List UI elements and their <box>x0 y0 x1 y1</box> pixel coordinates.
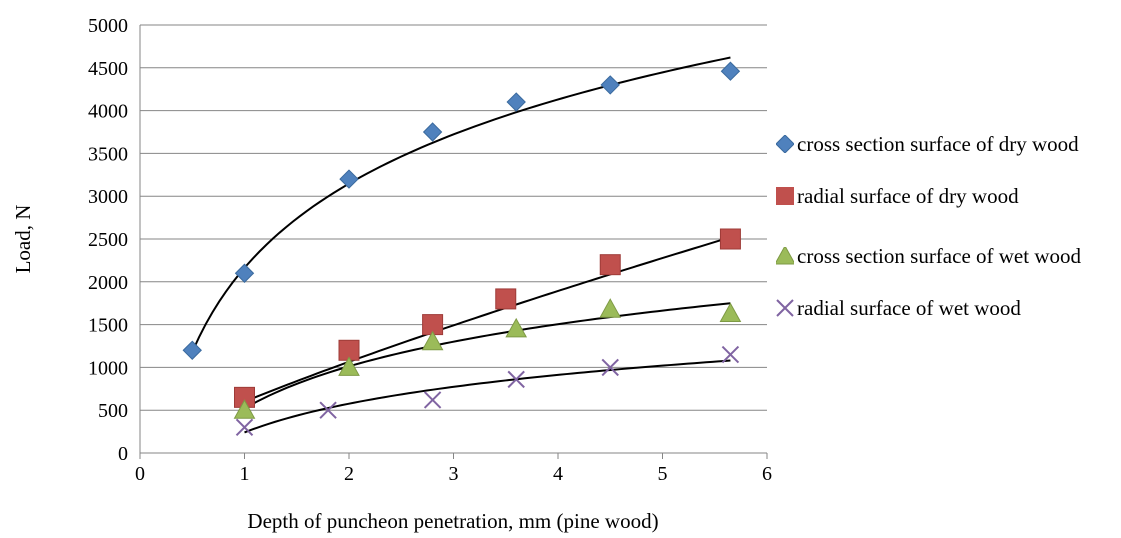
square-marker-icon <box>776 187 794 205</box>
x-tick-label: 6 <box>762 463 772 485</box>
legend-label: radial surface of wet wood <box>797 296 1021 320</box>
data-point <box>505 317 528 338</box>
data-point <box>507 370 525 389</box>
data-point <box>599 254 621 276</box>
data-point <box>235 418 254 437</box>
legend-marker-shape <box>776 299 794 317</box>
data-point <box>721 345 740 364</box>
x-tick-label: 0 <box>135 463 145 485</box>
triangle-marker-icon <box>776 247 794 265</box>
data-point <box>423 391 442 409</box>
y-tick-label: 2000 <box>88 272 128 294</box>
data-point <box>506 92 526 112</box>
trend-line <box>244 302 731 410</box>
y-tick-label: 500 <box>98 400 128 422</box>
legend-marker-shape <box>776 135 794 153</box>
data-point <box>182 340 202 360</box>
legend-item: cross section surface of wet wood <box>776 244 1117 268</box>
legend-item: radial surface of wet wood <box>776 296 1117 320</box>
y-tick-label: 4500 <box>88 58 128 80</box>
legend-label: radial surface of dry wood <box>797 184 1019 208</box>
trend-line <box>244 236 731 403</box>
data-point <box>720 61 741 81</box>
y-tick-label: 4000 <box>88 101 128 123</box>
axes <box>139 25 768 459</box>
x-tick-label: 4 <box>553 463 563 485</box>
data-point <box>719 302 742 322</box>
legend-marker-shape <box>776 247 794 265</box>
data-point <box>233 399 256 419</box>
data-point <box>338 356 360 376</box>
y-tick-label: 2500 <box>88 229 128 251</box>
legend-label: cross section surface of wet wood <box>797 244 1081 268</box>
x-tick-labels: 0 1 2 3 4 5 6 <box>135 463 772 485</box>
data-points <box>182 61 742 437</box>
legend-item: radial surface of dry wood <box>776 184 1117 208</box>
diamond-marker-icon <box>776 135 794 153</box>
y-tick-label: 0 <box>118 443 128 465</box>
data-point <box>422 122 443 142</box>
y-axis-label: Load, N <box>11 205 35 274</box>
y-tick-label: 1500 <box>88 315 128 337</box>
x-tick-label: 5 <box>658 463 668 485</box>
x-tick-label: 2 <box>344 463 354 485</box>
y-tick-labels: 0 500 1000 1500 2000 2500 3000 3500 4000 4500 5000 <box>88 15 128 465</box>
y-tick-label: 1000 <box>88 357 128 379</box>
x-tick-label: 1 <box>240 463 250 485</box>
y-tick-label: 3500 <box>88 143 128 165</box>
data-point <box>319 401 337 419</box>
legend-label: cross section surface of dry wood <box>797 132 1079 156</box>
data-point <box>234 263 255 283</box>
data-point <box>599 298 622 318</box>
gridlines <box>140 24 767 411</box>
trend-lines <box>191 56 731 434</box>
y-tick-label: 5000 <box>88 15 128 37</box>
legend-item: cross section surface of dry wood <box>776 132 1117 156</box>
x-tick-label: 3 <box>449 463 459 485</box>
trend-line <box>191 56 731 353</box>
trend-line <box>244 359 731 434</box>
y-tick-label: 3000 <box>88 186 128 208</box>
data-point <box>495 288 517 310</box>
data-point <box>600 75 620 95</box>
data-point <box>339 169 359 189</box>
x-axis-label: Depth of puncheon penetration, mm (pine … <box>247 509 658 533</box>
data-point <box>719 228 741 250</box>
data-point <box>421 330 444 351</box>
x-marker-icon <box>776 299 794 317</box>
data-point <box>601 358 619 377</box>
legend-marker-shape <box>776 187 794 205</box>
